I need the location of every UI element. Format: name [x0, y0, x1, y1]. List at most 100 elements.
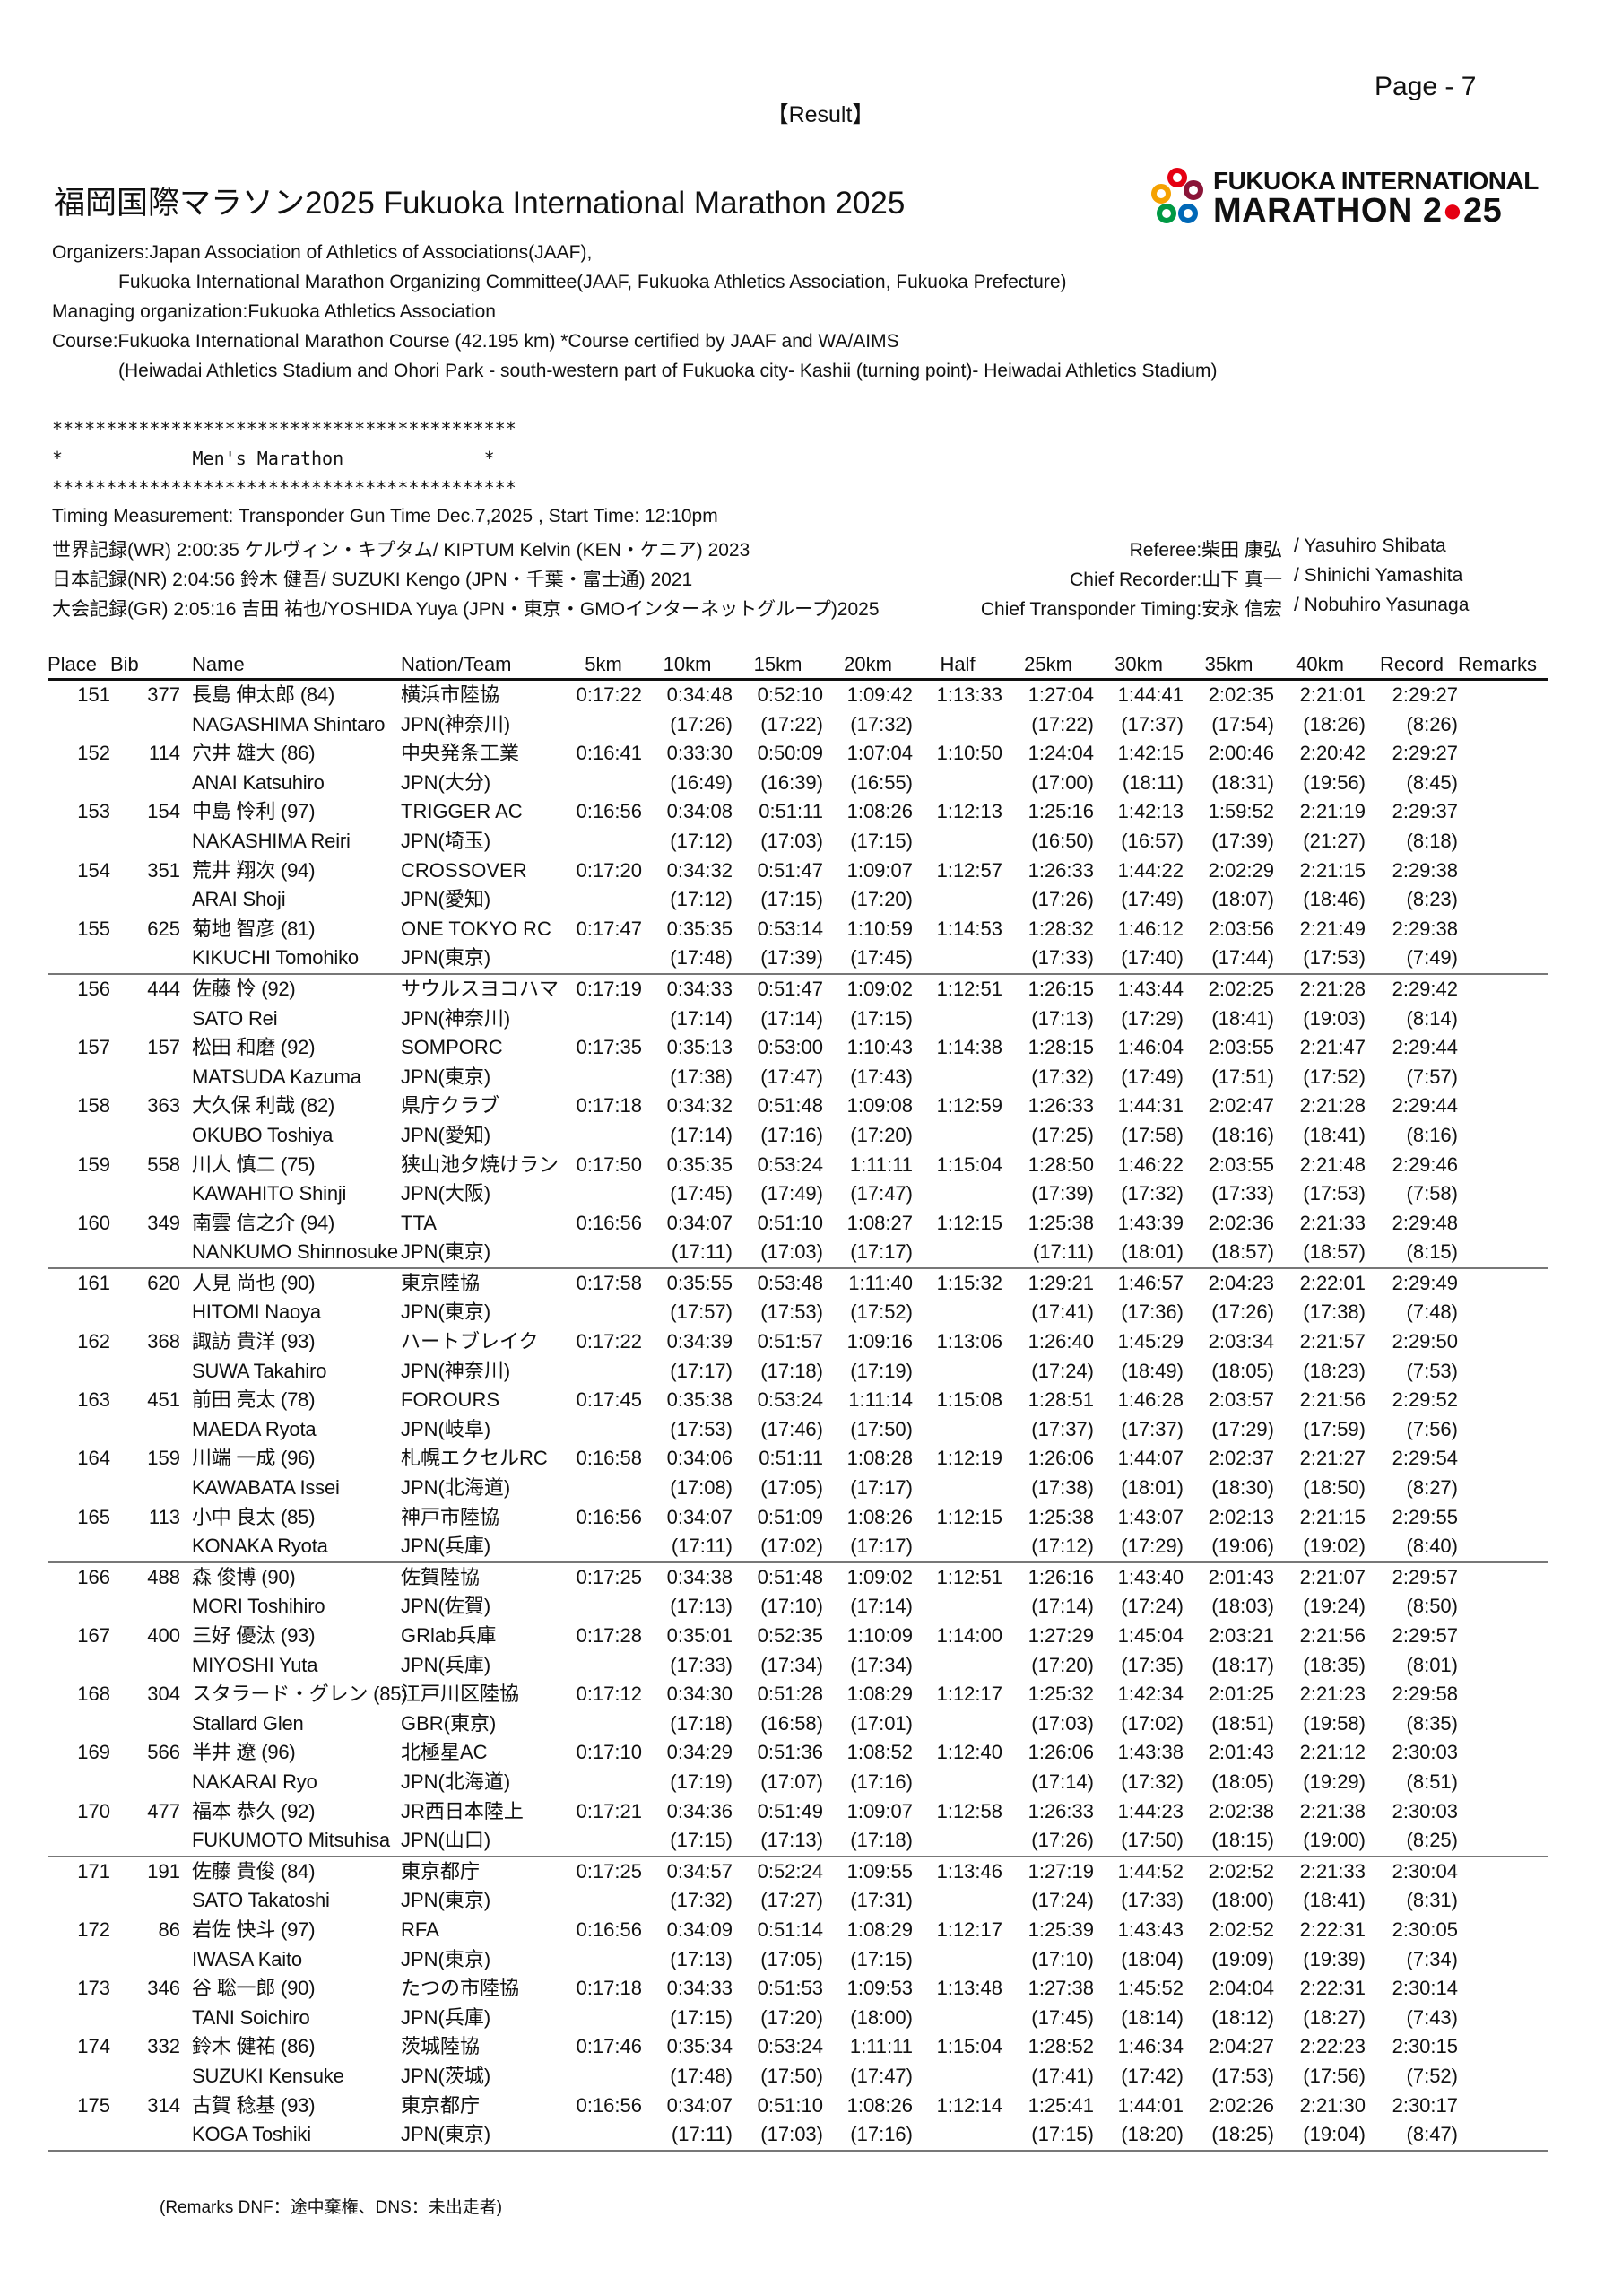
time-5km: 0:17:47 — [576, 917, 642, 940]
bib-empty — [110, 2120, 180, 2150]
split-35km: (17:29) — [1211, 1417, 1274, 1440]
time-30km: 1:43:43 — [1117, 1918, 1184, 1941]
split-40km: (17:59) — [1303, 1417, 1366, 1440]
split-15km: (17:03) — [760, 2123, 823, 2146]
split-30km: (17:37) — [1121, 1417, 1184, 1440]
split-empty — [565, 1532, 642, 1561]
bib-empty — [110, 1592, 180, 1622]
time-20km: 1:08:29 — [846, 1918, 913, 1941]
name-en: SATO Takatoshi — [192, 1889, 330, 1912]
bib: 159 — [147, 1447, 180, 1470]
time-25km: 1:26:15 — [1028, 977, 1094, 1000]
split-20km: (17:17) — [850, 1240, 913, 1264]
split-30km: (17:32) — [1121, 1182, 1184, 1205]
team: ONE TOKYO RC — [401, 917, 551, 940]
time-5km: 0:17:50 — [576, 1152, 642, 1176]
split-empty — [913, 1415, 1002, 1445]
table-row: 164 159 川端 一成 (96) 札幌エクセルRC 0:16:58 0:34:06 0:… — [48, 1444, 1548, 1502]
split-35km: (18:15) — [1211, 1829, 1274, 1852]
place-empty — [48, 827, 110, 857]
bib-empty — [110, 944, 180, 973]
split-25km: (17:10) — [1031, 1947, 1094, 1970]
split-empty — [1458, 944, 1548, 973]
table-row: 158 363 大久保 利哉 (82) 県庁クラブ 0:17:18 0:34:32 0:51… — [48, 1091, 1548, 1150]
time-35km: 2:02:47 — [1208, 1094, 1274, 1118]
split-empty — [913, 1298, 1002, 1327]
time-15km: 0:51:28 — [757, 1683, 823, 1706]
nation: JPN(北海道) — [401, 1476, 511, 1500]
split-empty — [913, 1709, 1002, 1739]
split-empty — [1458, 1826, 1548, 1856]
time-5km: 0:17:35 — [576, 1036, 642, 1059]
time-25km: 1:25:32 — [1028, 1683, 1094, 1706]
time-record: 2:29:44 — [1392, 1094, 1458, 1118]
split-40km: (18:41) — [1303, 1123, 1366, 1146]
place: 171 — [77, 1859, 110, 1883]
time-35km: 2:03:21 — [1208, 1624, 1274, 1647]
split-15km: (16:39) — [760, 770, 823, 794]
bib-empty — [110, 1298, 180, 1327]
chief-timing-name: / Nobuhiro Yasunaga — [1294, 595, 1470, 615]
time-5km: 0:16:56 — [576, 1211, 642, 1234]
bib-empty — [110, 1357, 180, 1387]
chief-recorder-role: Chief Recorder:山下 真一 — [1070, 570, 1282, 590]
logo-text-b: 25 — [1462, 192, 1503, 230]
remarks — [1458, 1033, 1548, 1063]
time-25km: 1:26:40 — [1028, 1330, 1094, 1353]
time-40km: 2:21:15 — [1299, 1505, 1366, 1528]
time-30km: 1:43:07 — [1117, 1505, 1184, 1528]
split-10km: (17:11) — [671, 1240, 733, 1264]
split-empty — [913, 1474, 1002, 1503]
name-en: TANI Soichiro — [192, 2005, 310, 2029]
place-empty — [48, 1179, 110, 1209]
time-40km: 2:21:47 — [1299, 1036, 1366, 1059]
split-empty — [565, 1592, 642, 1622]
time-15km: 0:51:49 — [757, 1799, 823, 1822]
time-40km: 2:22:01 — [1299, 1271, 1366, 1294]
split-empty — [565, 1651, 642, 1681]
time-30km: 1:43:38 — [1117, 1741, 1184, 1764]
column-header-bib: Bib — [110, 653, 139, 675]
split-empty — [913, 1651, 1002, 1681]
time-30km: 1:45:52 — [1117, 1977, 1184, 2000]
split-15km: (17:03) — [760, 1240, 823, 1264]
logo-red-dot-icon: ● — [1442, 192, 1463, 230]
table-row: 169 566 半井 遼 (96) 北極星AC 0:17:10 0:34:29 0:51:3… — [48, 1738, 1548, 1796]
table-row: 152 114 穴井 雄大 (86) 中央発条工業 0:16:41 0:33:30 0:50… — [48, 739, 1548, 797]
split-25km: (17:00) — [1031, 770, 1094, 794]
name-en: ANAI Katsuhiro — [192, 770, 325, 794]
split-10km: (17:15) — [670, 2005, 733, 2029]
bib: 625 — [147, 917, 180, 940]
nation: JPN(愛知) — [401, 888, 491, 911]
split-10km: (17:11) — [671, 2123, 733, 2146]
split-15km: (17:49) — [760, 1182, 823, 1205]
remarks — [1458, 915, 1548, 944]
split-record: (8:01) — [1406, 1653, 1458, 1676]
name-ja: 佐藤 怜 (92) — [192, 977, 296, 1000]
course: Course:Fukuoka International Marathon Co… — [52, 331, 899, 352]
time-record: 2:30:17 — [1392, 2093, 1458, 2117]
time-20km: 1:08:26 — [846, 2093, 913, 2117]
table-body: 151 377 長島 伸太郎 (84) 横浜市陸協 0:17:22 0:34:48 0:52… — [48, 681, 1548, 2152]
team: CROSSOVER — [401, 858, 527, 882]
time-25km: 1:27:19 — [1028, 1859, 1094, 1883]
time-5km: 0:17:12 — [576, 1683, 642, 1706]
column-header-5km: 5km — [585, 653, 622, 675]
team: GRlab兵庫 — [401, 1624, 497, 1647]
time-15km: 0:51:48 — [757, 1565, 823, 1588]
bib-empty — [110, 827, 180, 857]
nation: JPN(東京) — [401, 1065, 491, 1088]
nation: JPN(兵庫) — [401, 1535, 491, 1558]
split-40km: (19:03) — [1303, 1006, 1366, 1030]
split-20km: (17:52) — [850, 1300, 913, 1324]
time-record: 2:29:38 — [1392, 858, 1458, 882]
time-40km: 2:22:31 — [1299, 1918, 1366, 1941]
split-empty — [913, 885, 1002, 915]
time-10km: 0:35:35 — [666, 1152, 733, 1176]
page-number: Page - 7 — [1375, 72, 1477, 101]
place: 164 — [77, 1447, 110, 1470]
remarks — [1458, 797, 1548, 827]
table-row: 170 477 福本 恭久 (92) JR西日本陸上 0:17:21 0:34:36 0:5… — [48, 1797, 1548, 1857]
name-en: HITOMI Naoya — [192, 1300, 321, 1324]
time-20km: 1:11:11 — [849, 2035, 913, 2058]
